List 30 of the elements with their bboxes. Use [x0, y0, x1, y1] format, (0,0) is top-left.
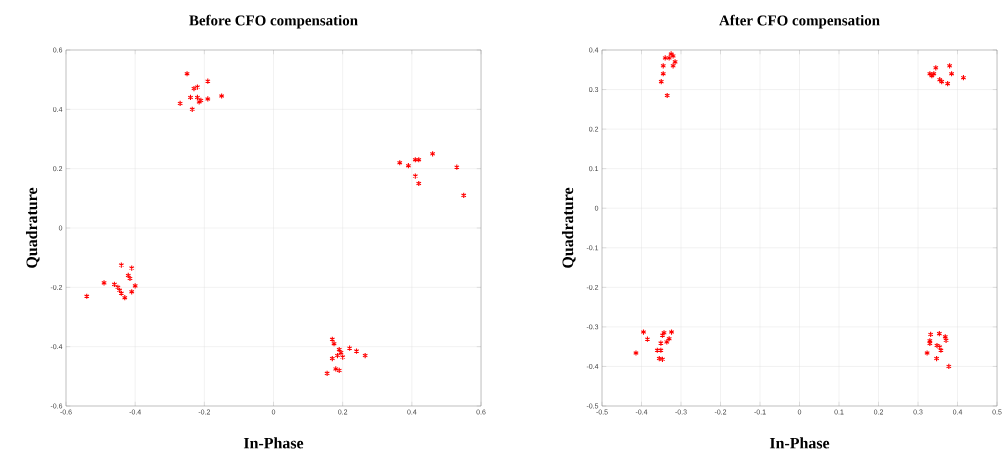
point — [658, 347, 664, 354]
point — [663, 338, 670, 346]
point — [118, 261, 125, 269]
point — [948, 70, 955, 77]
point — [194, 83, 201, 91]
point — [346, 345, 353, 352]
point — [640, 328, 647, 336]
chart-title: Before CFO compensation — [189, 14, 358, 29]
point — [644, 336, 651, 343]
point — [670, 62, 676, 69]
point — [405, 162, 412, 169]
point — [83, 293, 90, 300]
x-axis-title: In-Phase — [243, 437, 304, 449]
point — [658, 339, 664, 347]
x-axis-title: In-Phase — [769, 437, 830, 449]
point — [324, 370, 330, 377]
point — [331, 340, 337, 347]
point — [412, 172, 419, 180]
point — [943, 337, 949, 344]
point — [633, 349, 639, 357]
point — [960, 74, 967, 81]
point — [924, 349, 930, 357]
y-axis-title: Quadrature — [561, 187, 576, 268]
point — [184, 70, 190, 77]
point — [218, 92, 225, 100]
point — [177, 100, 183, 107]
point — [668, 328, 675, 336]
y-axis-title: Quadrature — [25, 187, 40, 268]
point — [101, 279, 107, 287]
chart-title: After CFO compensation — [719, 14, 880, 29]
